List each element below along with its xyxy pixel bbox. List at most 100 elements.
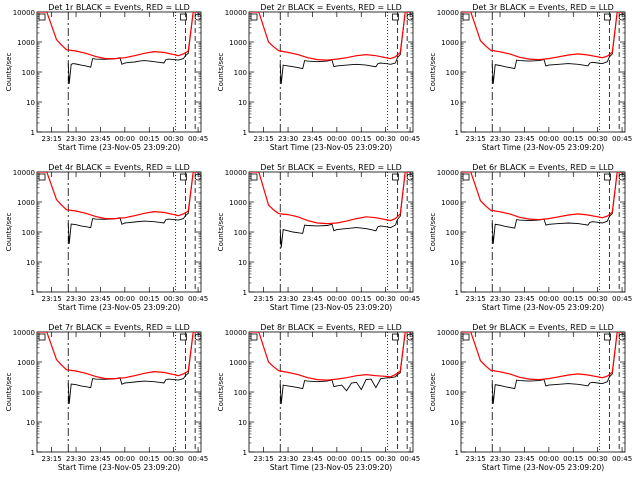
y-tick-label: 1000 <box>17 39 35 47</box>
y-tick-label: 1 <box>455 289 459 297</box>
circle-marker <box>618 13 626 21</box>
y-tick-label: 10 <box>238 99 247 107</box>
square-marker <box>38 13 46 21</box>
chart-title: Det 9r BLACK = Events, RED = LLD <box>472 323 614 332</box>
x-tick-label: 23:45 <box>302 295 322 303</box>
y-axis-label: Counts/sec <box>5 53 13 92</box>
y-tick-label: 10 <box>238 419 247 427</box>
square-marker <box>462 173 470 181</box>
plot-frame <box>460 331 626 453</box>
plot-frame <box>36 11 202 133</box>
chart-panel: Det 3r BLACK = Events, RED = LLD 1 10 100 10… <box>429 3 632 152</box>
x-tick-label: 00:15 <box>563 135 583 143</box>
series-line-lld <box>461 172 622 221</box>
y-tick-label: 10000 <box>13 329 35 337</box>
x-axis-label: Start Time (23-Nov-05 23:09:20) <box>58 463 180 472</box>
y-tick-label: 10000 <box>13 169 35 177</box>
x-tick-label: 00:45 <box>400 455 420 463</box>
y-axis-label: Counts/sec <box>5 373 13 412</box>
x-tick-label: 00:45 <box>612 455 632 463</box>
series-line-events <box>279 12 406 84</box>
x-tick-label: 00:15 <box>351 295 371 303</box>
x-tick-label: 00:30 <box>376 455 396 463</box>
plot-frame <box>36 331 202 453</box>
x-tick-label: 23:45 <box>90 455 110 463</box>
y-axis-label: Counts/sec <box>429 213 437 252</box>
x-axis-label: Start Time (23-Nov-05 23:09:20) <box>482 303 604 312</box>
series-line-lld <box>37 12 198 60</box>
chart-panel: Det 1r BLACK = Events, RED = LLD 1 10 100 10… <box>5 3 208 152</box>
series-line-events <box>67 332 194 404</box>
y-tick-label: 10 <box>26 419 35 427</box>
chart-panel: Det 9r BLACK = Events, RED = LLD 1 10 100 10… <box>429 323 632 472</box>
chart-panel: Det 7r BLACK = Events, RED = LLD 1 10 100 10… <box>5 323 208 472</box>
x-tick-label: 00:30 <box>164 455 184 463</box>
x-tick-label: 23:30 <box>278 455 298 463</box>
x-tick-label: 00:15 <box>563 295 583 303</box>
x-tick-label: 23:45 <box>90 135 110 143</box>
x-tick-label: 00:45 <box>188 455 208 463</box>
circle-marker <box>194 13 202 21</box>
circle-marker <box>618 173 626 181</box>
square-marker <box>180 173 187 181</box>
chart-title: Det 3r BLACK = Events, RED = LLD <box>472 3 614 12</box>
x-tick-label: 23:45 <box>302 135 322 143</box>
chart-panel: Det 4r BLACK = Events, RED = LLD 1 10 100 10… <box>5 163 208 312</box>
x-tick-label: 23:45 <box>514 295 534 303</box>
y-tick-label: 100 <box>446 69 459 77</box>
x-tick-label: 23:30 <box>66 135 86 143</box>
x-tick-label: 00:15 <box>351 135 371 143</box>
chart-title: Det 4r BLACK = Events, RED = LLD <box>48 163 190 172</box>
y-tick-label: 100 <box>234 69 247 77</box>
y-tick-label: 1 <box>243 289 247 297</box>
y-tick-label: 10000 <box>437 329 459 337</box>
x-tick-label: 00:30 <box>164 135 184 143</box>
square-marker <box>462 333 470 341</box>
x-tick-label: 00:00 <box>327 135 347 143</box>
circle-marker <box>406 173 414 181</box>
square-marker <box>604 13 611 21</box>
x-tick-label: 00:15 <box>139 295 159 303</box>
chart-panel: Det 8r BLACK = Events, RED = LLD 1 10 100 10… <box>217 323 420 472</box>
y-tick-label: 1000 <box>441 359 459 367</box>
x-tick-label: 00:00 <box>115 295 135 303</box>
y-axis-label: Counts/sec <box>217 373 225 412</box>
y-tick-label: 10 <box>26 99 35 107</box>
y-tick-label: 10000 <box>225 329 247 337</box>
x-tick-label: 00:00 <box>539 295 559 303</box>
square-marker <box>604 333 611 341</box>
x-tick-label: 23:45 <box>514 135 534 143</box>
y-tick-label: 10000 <box>437 169 459 177</box>
y-tick-label: 10000 <box>437 9 459 17</box>
x-tick-label: 23:15 <box>42 455 62 463</box>
plot-frame <box>248 171 414 293</box>
x-tick-label: 00:30 <box>164 295 184 303</box>
y-axis-label: Counts/sec <box>429 373 437 412</box>
series-line-events <box>67 172 194 244</box>
chart-title: Det 5r BLACK = Events, RED = LLD <box>260 163 402 172</box>
y-tick-label: 1 <box>455 449 459 457</box>
x-tick-label: 00:00 <box>327 295 347 303</box>
y-tick-label: 100 <box>22 229 35 237</box>
y-tick-label: 1 <box>31 449 35 457</box>
y-tick-label: 1 <box>243 129 247 137</box>
y-tick-label: 10 <box>238 259 247 267</box>
y-tick-label: 100 <box>446 229 459 237</box>
circle-marker <box>194 333 202 341</box>
y-tick-label: 100 <box>22 389 35 397</box>
chart-title: Det 8r BLACK = Events, RED = LLD <box>260 323 402 332</box>
series-line-lld <box>249 12 410 61</box>
circle-marker <box>194 173 202 181</box>
x-tick-label: 00:15 <box>139 455 159 463</box>
y-axis-label: Counts/sec <box>217 213 225 252</box>
x-axis-label: Start Time (23-Nov-05 23:09:20) <box>58 303 180 312</box>
y-tick-label: 10 <box>26 259 35 267</box>
square-marker <box>392 333 399 341</box>
y-tick-label: 1 <box>31 129 35 137</box>
y-tick-label: 1000 <box>17 359 35 367</box>
x-tick-label: 00:45 <box>400 135 420 143</box>
y-tick-label: 1000 <box>441 39 459 47</box>
circle-marker <box>406 333 414 341</box>
chart-title: Det 7r BLACK = Events, RED = LLD <box>48 323 190 332</box>
